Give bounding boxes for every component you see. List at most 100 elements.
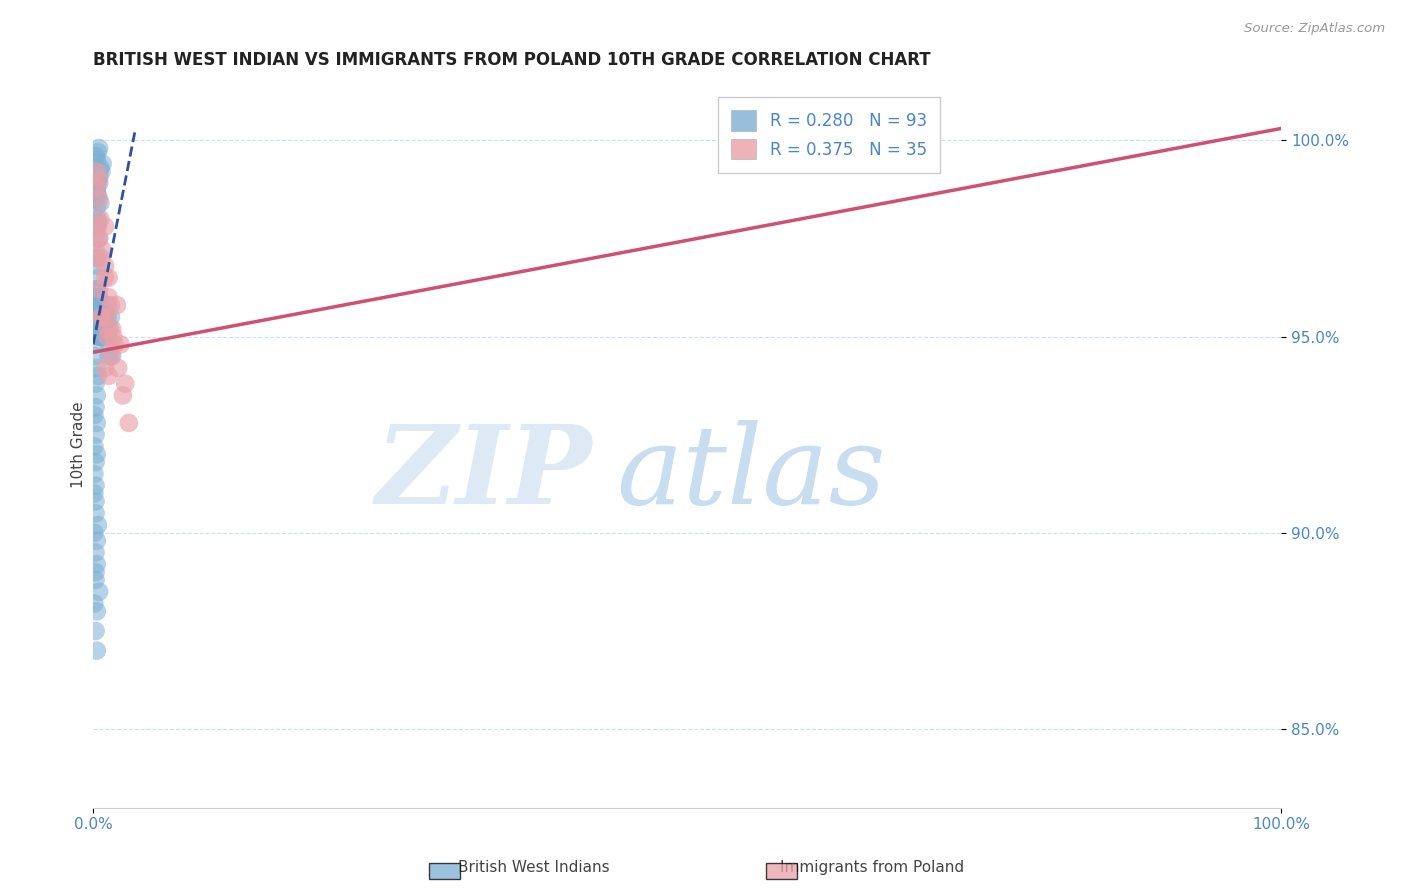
Point xyxy=(91,310,114,324)
Point xyxy=(91,321,114,335)
Text: ZIP: ZIP xyxy=(375,420,592,527)
Point xyxy=(97,337,120,351)
Point xyxy=(89,211,111,226)
Point xyxy=(84,401,107,415)
Point xyxy=(86,388,108,402)
Point xyxy=(103,337,125,351)
Point xyxy=(86,251,108,265)
Point xyxy=(83,349,105,363)
Point xyxy=(83,467,105,481)
Point xyxy=(83,486,105,500)
Point xyxy=(97,368,120,383)
Point xyxy=(90,329,112,343)
Point xyxy=(83,597,105,611)
Point xyxy=(86,164,108,178)
Point xyxy=(93,310,115,324)
Legend: R = 0.280   N = 93, R = 0.375   N = 35: R = 0.280 N = 93, R = 0.375 N = 35 xyxy=(718,97,941,173)
Point xyxy=(86,282,108,296)
Point xyxy=(96,321,118,335)
Point xyxy=(86,416,108,430)
Point xyxy=(118,416,141,430)
Point xyxy=(94,361,117,376)
Point xyxy=(87,318,110,332)
Point xyxy=(100,349,122,363)
Point xyxy=(89,196,111,211)
Point xyxy=(101,321,124,335)
Point xyxy=(84,494,107,508)
Point xyxy=(86,361,108,376)
Point xyxy=(110,337,132,351)
Point xyxy=(84,427,107,442)
Point xyxy=(87,188,110,202)
Point xyxy=(86,282,108,296)
Point xyxy=(84,455,107,469)
Point xyxy=(84,545,107,559)
Point xyxy=(86,180,108,194)
Point xyxy=(96,298,118,312)
Point xyxy=(91,310,114,324)
Point xyxy=(89,169,111,183)
Point xyxy=(84,376,107,391)
Point xyxy=(84,149,107,163)
Point xyxy=(91,321,114,335)
Point xyxy=(103,329,125,343)
Text: Immigrants from Poland: Immigrants from Poland xyxy=(780,861,963,875)
Point xyxy=(89,270,111,285)
Point xyxy=(94,329,117,343)
Point xyxy=(111,388,134,402)
Point xyxy=(87,259,110,273)
Point xyxy=(87,172,110,186)
Point xyxy=(84,565,107,579)
Point xyxy=(89,321,111,335)
Text: Source: ZipAtlas.com: Source: ZipAtlas.com xyxy=(1244,22,1385,36)
Point xyxy=(89,290,111,304)
Point xyxy=(87,298,110,312)
Point xyxy=(89,192,111,206)
Point xyxy=(86,533,108,548)
Point xyxy=(98,321,121,335)
Point xyxy=(89,329,111,343)
Point xyxy=(86,604,108,618)
Point xyxy=(84,192,107,206)
Point xyxy=(87,211,110,226)
Point xyxy=(97,290,120,304)
Point xyxy=(89,329,111,343)
Point xyxy=(100,298,122,312)
Point xyxy=(94,219,117,234)
Point xyxy=(89,298,111,312)
Point xyxy=(101,349,124,363)
Point xyxy=(90,164,112,178)
Point xyxy=(87,216,110,230)
Point xyxy=(86,298,108,312)
Point xyxy=(114,376,136,391)
Point xyxy=(96,310,118,324)
Point xyxy=(87,518,110,533)
Point xyxy=(84,479,107,493)
Point xyxy=(84,310,107,324)
Point xyxy=(90,310,112,324)
Point xyxy=(86,643,108,657)
Point xyxy=(87,145,110,159)
Point xyxy=(83,298,105,312)
Point xyxy=(84,624,107,638)
Point xyxy=(89,318,111,332)
Point xyxy=(89,282,111,296)
Point xyxy=(97,270,120,285)
Point xyxy=(83,408,105,422)
Point xyxy=(89,161,111,175)
Point xyxy=(100,310,122,324)
Point xyxy=(96,329,118,343)
Point xyxy=(89,141,111,155)
Point xyxy=(86,558,108,572)
Y-axis label: 10th Grade: 10th Grade xyxy=(72,401,86,488)
Point xyxy=(83,310,105,324)
Point xyxy=(84,506,107,520)
Point xyxy=(94,318,117,332)
Point xyxy=(94,298,117,312)
Point xyxy=(86,200,108,214)
Point xyxy=(84,243,107,257)
Point xyxy=(97,349,120,363)
Point xyxy=(86,310,108,324)
Point xyxy=(89,584,111,599)
Point xyxy=(96,310,118,324)
